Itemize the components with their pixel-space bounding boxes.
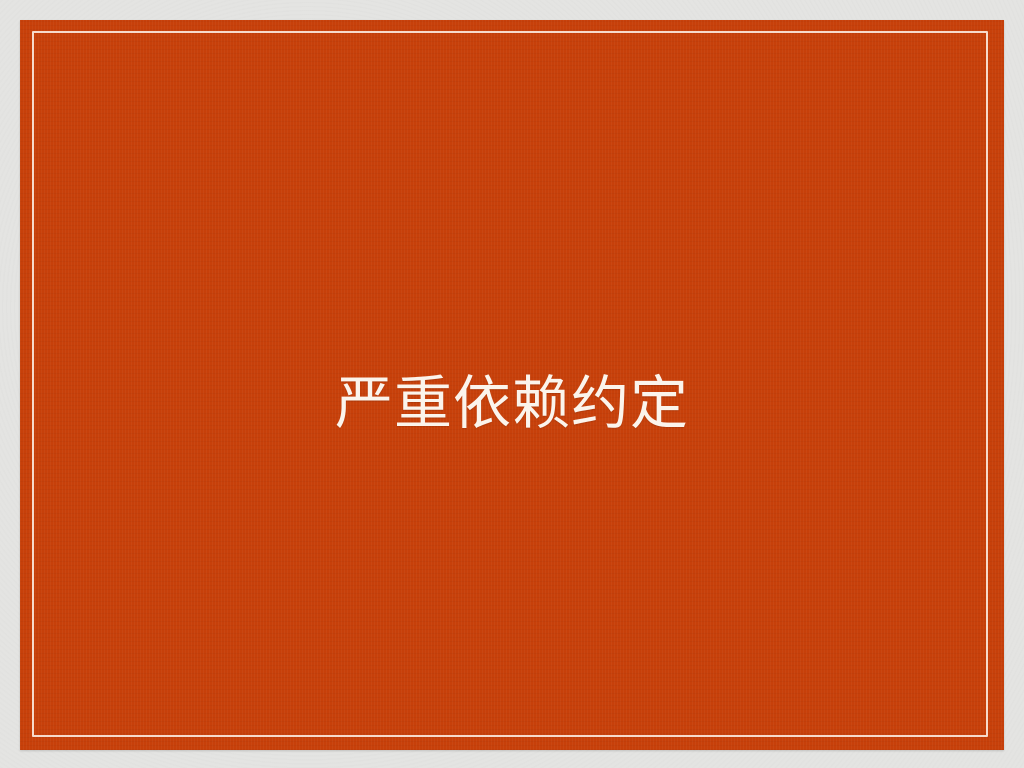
slide-title: 严重依赖约定 <box>334 369 689 437</box>
slide-card: 严重依赖约定 <box>20 20 1004 750</box>
